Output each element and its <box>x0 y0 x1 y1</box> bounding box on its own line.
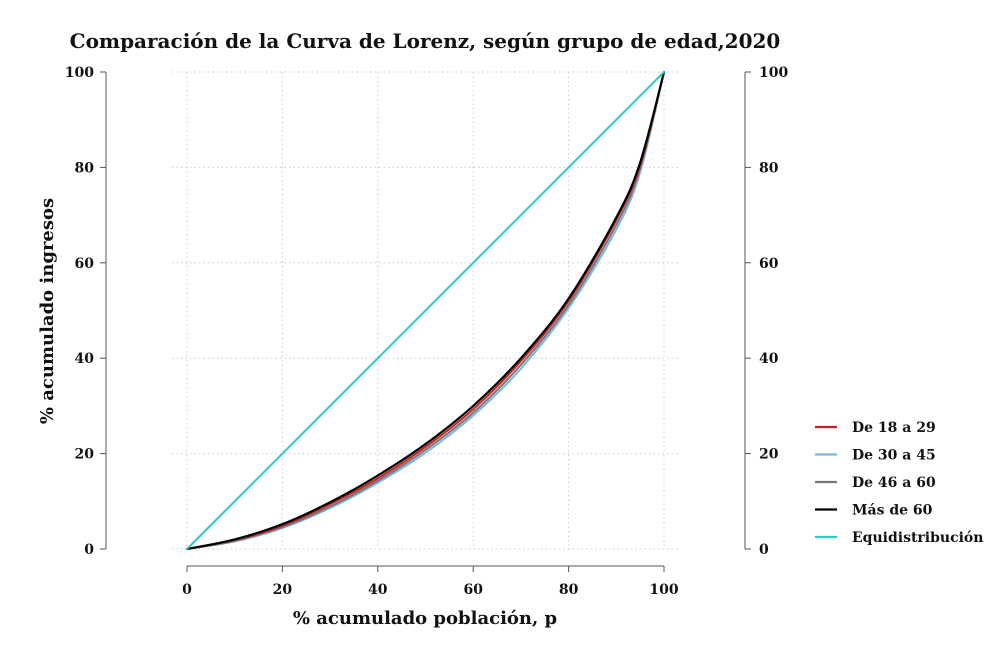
y-tick-label-left-1: 20 <box>75 447 95 463</box>
y-tick-label-left-3: 60 <box>75 256 95 272</box>
series-line-de-46-a-60 <box>186 71 665 550</box>
y-tick-label-right-5: 100 <box>759 65 788 81</box>
x-tick-label-5: 100 <box>649 582 678 598</box>
legend-label-mas-de-60: Más de 60 <box>852 503 933 519</box>
legend-label-de-30-a-45: De 30 a 45 <box>852 448 936 464</box>
series-line-mas-de-60 <box>185 70 666 551</box>
x-tick-label-1: 20 <box>273 582 293 598</box>
y-tick-label-right-1: 20 <box>759 447 779 463</box>
x-tick-label-3: 60 <box>463 582 483 598</box>
axes <box>100 71 751 572</box>
y-tick-label-right-3: 60 <box>759 256 779 272</box>
chart-title: Comparación de la Curva de Lorenz, según… <box>70 29 781 53</box>
legend-label-equidistribucion: Equidistribución <box>852 530 983 546</box>
series-line-equidistribucion <box>186 71 665 550</box>
legend: De 18 a 29 De 30 a 45 De 46 a 60 Más de 60 E… <box>815 420 983 546</box>
legend-label-de-46-a-60: De 46 a 60 <box>852 475 936 491</box>
y-tick-label-right-0: 0 <box>759 542 769 558</box>
y-tick-label-right-4: 80 <box>759 160 779 176</box>
x-tick-label-2: 40 <box>368 582 388 598</box>
series-line-de-18-a-29 <box>186 71 665 550</box>
tick-labels: 0 20 40 60 80 100 0 20 40 60 80 100 0 20 40 60 80 100 <box>65 65 789 598</box>
y-tick-label-left-2: 40 <box>75 351 95 367</box>
y-axis-title: % acumulado ingresos <box>37 198 58 424</box>
y-tick-label-left-0: 0 <box>84 542 94 558</box>
x-tick-label-4: 80 <box>559 582 579 598</box>
x-axis-title: % acumulado población, p <box>293 608 557 629</box>
y-tick-label-right-2: 40 <box>759 351 779 367</box>
x-tick-label-0: 0 <box>182 582 192 598</box>
series-lines <box>185 70 666 551</box>
y-tick-label-left-4: 80 <box>75 160 95 176</box>
y-tick-label-left-5: 100 <box>65 65 94 81</box>
legend-label-de-18-a-29: De 18 a 29 <box>852 420 936 436</box>
